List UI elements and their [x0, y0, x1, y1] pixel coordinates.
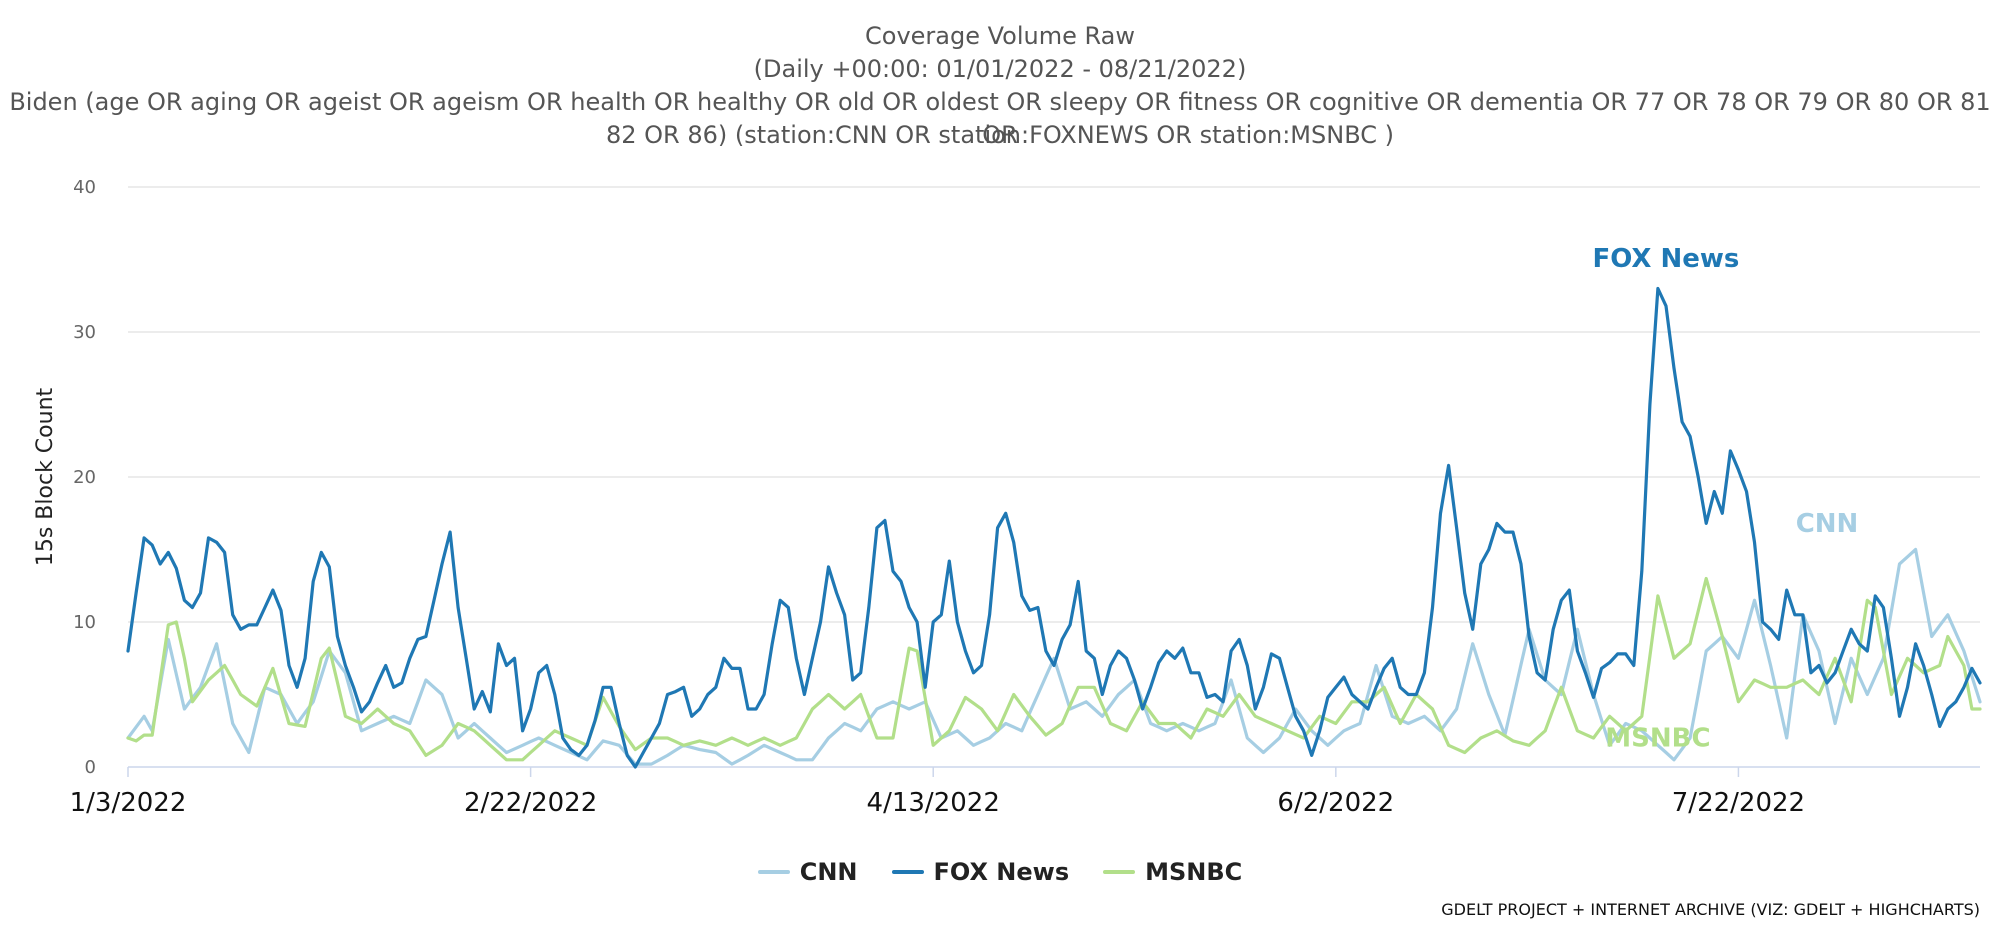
credits[interactable]: GDELT PROJECT + INTERNET ARCHIVE (VIZ: G…	[1441, 900, 1980, 919]
chart-subtitle: (Daily +00:00: 01/01/2022 - 08/21/2022)	[753, 55, 1247, 83]
y-tick-label: 40	[73, 177, 96, 198]
query-line-2: 82 OR 86) (station:CNN OR station:FOXNEW…	[606, 121, 1394, 149]
legend-item-msnbc[interactable]: MSNBC	[1103, 858, 1242, 886]
y-tick-label: 20	[73, 467, 96, 488]
x-tick-label: 4/13/2022	[867, 788, 1000, 818]
x-tick-label: 6/2/2022	[1277, 788, 1394, 818]
legend-swatch-cnn	[757, 870, 790, 874]
legend-swatch-fox-news	[891, 870, 924, 874]
x-tick-label: 7/22/2022	[1672, 788, 1805, 818]
legend-item-fox-news[interactable]: FOX News	[891, 858, 1070, 886]
annotation-label-fox-news: FOX News	[1592, 244, 1739, 274]
annotation-label-cnn: CNN	[1796, 509, 1859, 539]
x-tick-label: 2/22/2022	[464, 788, 597, 818]
series-line-msnbc	[126, 576, 1982, 762]
query-line-1: Biden (age OR aging OR ageist OR ageism …	[9, 88, 1991, 149]
y-tick-label: 30	[73, 322, 96, 343]
series-line-cnn	[126, 547, 1982, 766]
legend: CNN FOX News MSNBC	[0, 858, 2000, 886]
legend-item-cnn[interactable]: CNN	[757, 858, 858, 886]
legend-label-cnn: CNN	[799, 858, 858, 886]
annotation-label-msnbc: MSNBC	[1605, 724, 1710, 754]
legend-label-msnbc: MSNBC	[1145, 858, 1243, 886]
chart-title: Coverage Volume Raw	[865, 22, 1135, 50]
y-tick-label: 0	[85, 757, 96, 778]
y-tick-label: 10	[73, 612, 96, 633]
legend-swatch-msnbc	[1103, 870, 1136, 874]
legend-label-fox-news: FOX News	[933, 858, 1070, 886]
y-axis-title: 15s Block Count	[33, 387, 58, 566]
x-tick-label: 1/3/2022	[70, 788, 187, 818]
series-line-fox-news	[126, 286, 1982, 769]
